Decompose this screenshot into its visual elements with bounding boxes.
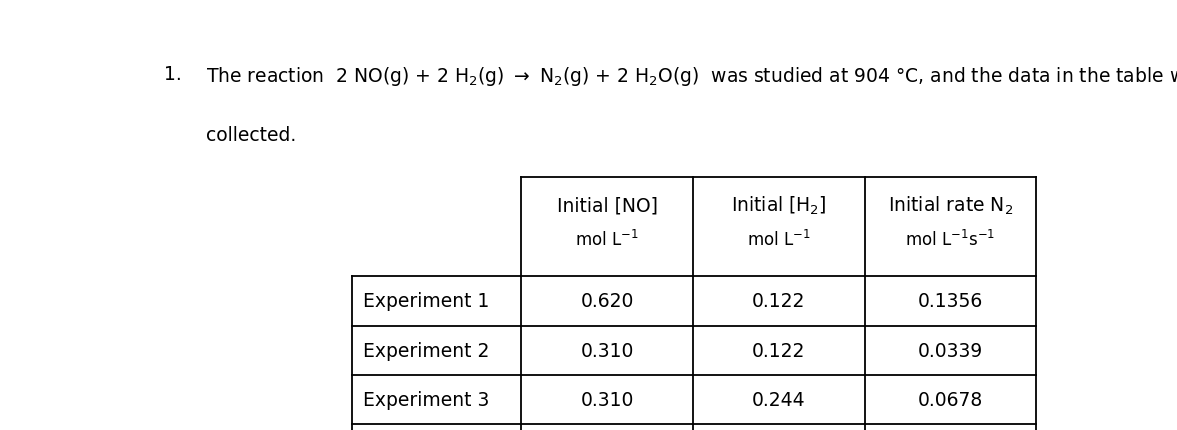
Text: Experiment 2: Experiment 2: [364, 341, 490, 360]
Text: 0.310: 0.310: [580, 390, 633, 409]
Text: 0.0339: 0.0339: [918, 341, 983, 360]
Text: 0.122: 0.122: [752, 341, 805, 360]
Text: 0.620: 0.620: [580, 292, 633, 311]
Text: Initial rate N$_2$: Initial rate N$_2$: [887, 194, 1013, 216]
Text: 1.: 1.: [164, 65, 181, 84]
Text: 0.122: 0.122: [752, 292, 805, 311]
Text: collected.: collected.: [206, 126, 297, 145]
Text: 0.244: 0.244: [752, 390, 805, 409]
Text: Initial [H$_2$]: Initial [H$_2$]: [731, 194, 826, 216]
Text: The reaction  2 NO(g) + 2 H$_2$(g) $\rightarrow$ N$_2$(g) + 2 H$_2$O(g)  was stu: The reaction 2 NO(g) + 2 H$_2$(g) $\righ…: [206, 65, 1177, 88]
Text: 0.1356: 0.1356: [918, 292, 983, 311]
Text: 0.310: 0.310: [580, 341, 633, 360]
Text: 0.0678: 0.0678: [918, 390, 983, 409]
Text: Initial [NO]: Initial [NO]: [557, 196, 658, 215]
Text: Experiment 3: Experiment 3: [364, 390, 490, 409]
Text: Experiment 1: Experiment 1: [364, 292, 490, 311]
Text: mol L$^{-1}$: mol L$^{-1}$: [747, 229, 811, 249]
Text: mol L$^{-1}$: mol L$^{-1}$: [576, 229, 639, 249]
Text: mol L$^{-1}$s$^{-1}$: mol L$^{-1}$s$^{-1}$: [905, 229, 996, 249]
